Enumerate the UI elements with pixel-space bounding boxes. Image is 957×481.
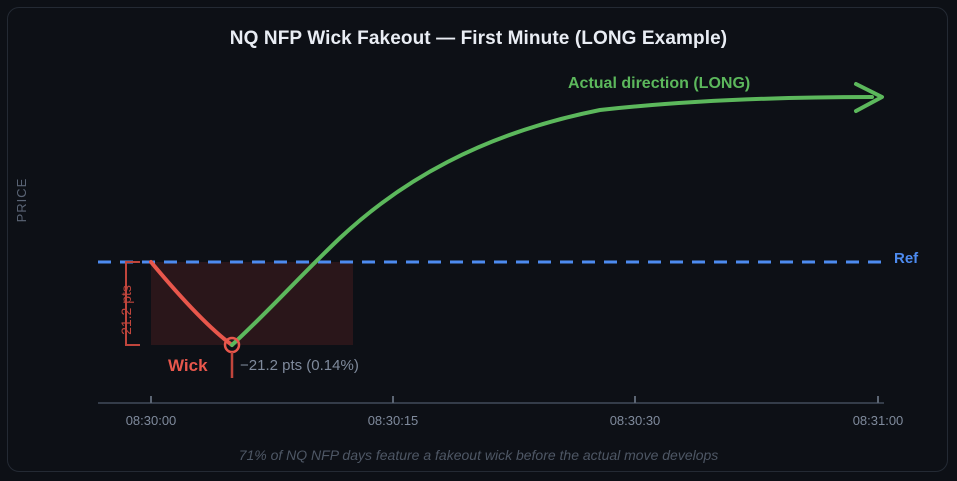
x-tick-label: 08:30:30 (609, 413, 661, 428)
bracket-pts-label: 21.2 pts (118, 285, 134, 335)
actual-move-curve (230, 95, 874, 347)
x-tick-label: 08:30:00 (125, 413, 177, 428)
x-tick-label: 08:30:15 (367, 413, 419, 428)
wick-down-curve (149, 260, 234, 347)
measure-bracket (125, 261, 140, 346)
direction-arrow-icon (854, 82, 884, 113)
x-tick-label: 08:31:00 (852, 413, 904, 428)
chart-caption: 71% of NQ NFP days feature a fakeout wic… (238, 447, 719, 463)
actual-direction-label: Actual direction (LONG) (568, 75, 751, 92)
chart-title: NQ NFP Wick Fakeout — First Minute (LONG… (229, 28, 728, 49)
drop-readout-label: −21.2 pts (0.14%) (240, 357, 359, 374)
wick-shaded-region (151, 262, 353, 345)
wick-label: Wick (168, 356, 208, 375)
ref-label: Ref (894, 250, 919, 267)
